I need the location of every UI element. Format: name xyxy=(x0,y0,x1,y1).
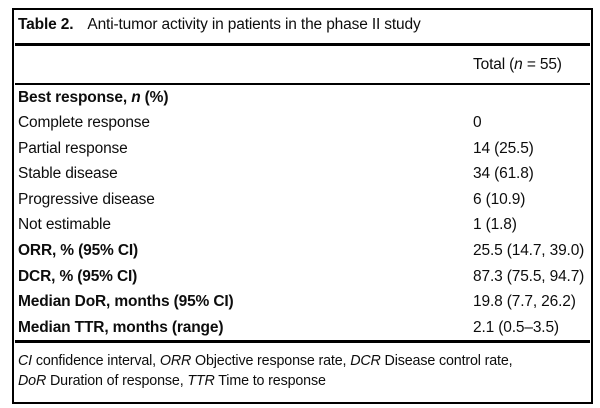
table-row: Complete response 0 xyxy=(14,110,591,136)
row-label: Stable disease xyxy=(14,165,118,182)
table-2-container: Table 2. Anti-tumor activity in patients … xyxy=(12,8,593,404)
row-label: Median TTR, months (range) xyxy=(14,318,224,336)
table-number-label: Table 2. xyxy=(18,16,74,33)
footer-rule xyxy=(15,340,590,343)
row-value: 1 (1.8) xyxy=(473,216,517,234)
row-label: DCR, % (95% CI) xyxy=(14,268,137,285)
row-value: 87.3 (75.5, 94.7) xyxy=(473,267,585,285)
footnote-line: CI confidence interval, ORR Objective re… xyxy=(18,351,588,372)
text-segment: CI xyxy=(18,352,32,369)
row-value: 25.5 (14.7, 39.0) xyxy=(473,242,585,260)
table-row: DCR, % (95% CI) 87.3 (75.5, 94.7) xyxy=(14,264,591,290)
text-segment: Median DoR, months (95% CI) xyxy=(18,293,234,311)
row-value: 6 (10.9) xyxy=(473,190,526,208)
text-segment: Total ( xyxy=(473,55,515,73)
table-row: Progressive disease 6 (10.9) xyxy=(14,187,591,213)
text-segment: Stable disease xyxy=(18,165,118,183)
table-row: Partial response 14 (25.5) xyxy=(14,136,591,162)
text-segment: Time to response xyxy=(214,373,326,390)
table-body: Best response, n (%) Complete response 0 Pa… xyxy=(14,85,591,341)
text-segment: Partial response xyxy=(18,139,128,157)
table-row: ORR, % (95% CI) 25.5 (14.7, 39.0) xyxy=(14,238,591,264)
text-segment: Complete response xyxy=(18,114,150,132)
row-label: Partial response xyxy=(14,140,128,157)
footnote-line: DoR Duration of response, TTR Time to re… xyxy=(18,371,588,392)
row-value: 34 (61.8) xyxy=(473,165,534,183)
table-title-text: Anti-tumor activity in patients in the p… xyxy=(87,16,421,33)
text-segment: = 55) xyxy=(522,55,562,73)
table-row: Median DoR, months (95% CI) 19.8 (7.7, 26… xyxy=(14,289,591,315)
text-segment: DCR xyxy=(350,352,381,369)
row-label: ORR, % (95% CI) xyxy=(14,242,138,259)
title-rule xyxy=(15,43,590,46)
table-row: Median TTR, months (range) 2.1 (0.5–3.5) xyxy=(14,315,591,341)
row-value: 2.1 (0.5–3.5) xyxy=(473,318,559,336)
text-segment: n xyxy=(514,55,523,73)
row-label: Complete response xyxy=(14,114,150,131)
text-segment: DCR, % (95% CI) xyxy=(18,267,138,285)
text-segment: TTR xyxy=(187,373,215,390)
text-segment: Median TTR, months (range) xyxy=(18,318,224,336)
row-label: Not estimable xyxy=(14,216,111,233)
text-segment: Not estimable xyxy=(18,216,111,234)
row-label: Median DoR, months (95% CI) xyxy=(14,293,234,310)
table-row: Stable disease 34 (61.8) xyxy=(14,161,591,187)
text-segment: Objective response rate, xyxy=(191,352,351,369)
text-segment: confidence interval, xyxy=(32,352,160,369)
row-value: 14 (25.5) xyxy=(473,139,534,157)
text-segment: ORR, % (95% CI) xyxy=(18,242,139,260)
table-row: Not estimable 1 (1.8) xyxy=(14,212,591,238)
row-label: Progressive disease xyxy=(14,191,155,208)
table-row: Best response, n (%) xyxy=(14,85,591,111)
total-column-header: Total (n = 55) xyxy=(473,56,562,74)
row-label: Best response, n (%) xyxy=(14,89,168,106)
table-title: Table 2. Anti-tumor activity in patients … xyxy=(18,15,589,35)
text-segment: n xyxy=(131,88,141,106)
text-segment: Progressive disease xyxy=(18,190,155,208)
column-header-row: Total (n = 55) xyxy=(14,46,591,83)
text-segment: DoR xyxy=(18,373,47,390)
row-value: 0 xyxy=(473,114,482,132)
text-segment: Duration of response, xyxy=(46,373,188,390)
text-segment: Best response, xyxy=(18,88,132,106)
text-segment: (%) xyxy=(140,88,169,106)
text-segment: ORR xyxy=(159,352,192,369)
header-rule xyxy=(15,83,590,85)
row-value: 19.8 (7.7, 26.2) xyxy=(473,293,576,311)
text-segment: Disease control rate, xyxy=(380,352,513,369)
footnote: CI confidence interval, ORR Objective re… xyxy=(18,351,588,392)
